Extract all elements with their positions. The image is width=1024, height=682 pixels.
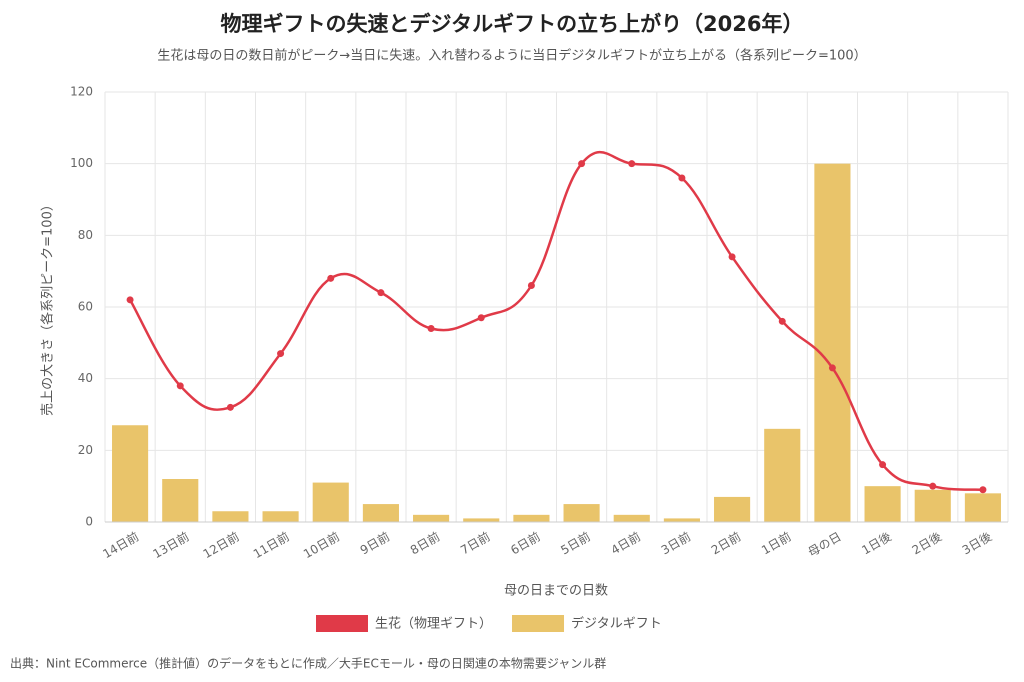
- line-point: [277, 350, 285, 358]
- y-tick-label: 60: [78, 300, 93, 314]
- x-tick-label: 12日前: [200, 529, 242, 562]
- bar: [864, 486, 901, 522]
- line-point: [628, 160, 636, 168]
- y-tick-label: 20: [78, 443, 93, 457]
- x-tick-label: 9日前: [357, 529, 392, 558]
- legend-label: 生花（物理ギフト）: [375, 616, 492, 632]
- y-tick-label: 80: [78, 228, 93, 242]
- line-point: [979, 486, 987, 494]
- chart-title: 物理ギフトの失速とデジタルギフトの立ち上がり（2026年）: [220, 12, 803, 36]
- x-tick-label: 2日後: [910, 530, 944, 558]
- x-tick-label: 7日前: [458, 529, 493, 558]
- line-point: [879, 461, 887, 469]
- x-axis-label: 母の日までの日数: [504, 584, 608, 599]
- x-tick-label: 13日前: [150, 529, 192, 562]
- legend-swatch: [316, 615, 368, 632]
- bar: [714, 496, 751, 522]
- bar: [814, 163, 851, 522]
- bar: [162, 479, 199, 522]
- x-tick-label: 10日前: [300, 529, 342, 562]
- line-point: [327, 274, 335, 282]
- x-tick-label: 3日前: [658, 529, 693, 558]
- bar: [463, 518, 500, 522]
- x-tick-label: 2日前: [708, 529, 743, 558]
- bar: [914, 489, 951, 522]
- x-tick-label: 1日後: [859, 530, 893, 558]
- x-tick-label: 6日前: [508, 529, 543, 558]
- bar: [413, 514, 450, 522]
- line-point: [126, 296, 134, 304]
- bar: [362, 504, 399, 522]
- line-point: [377, 289, 385, 297]
- line-point: [828, 364, 836, 372]
- y-tick-label: 0: [85, 515, 93, 529]
- bar: [764, 428, 801, 522]
- line-point: [226, 403, 234, 411]
- line-point: [678, 174, 686, 182]
- bar: [663, 518, 700, 522]
- bar: [312, 482, 349, 522]
- bar: [613, 514, 650, 522]
- x-tick-label: 3日後: [960, 530, 994, 558]
- legend-label: デジタルギフト: [571, 616, 662, 632]
- line-point: [728, 253, 736, 261]
- bar: [262, 511, 299, 522]
- y-tick-label: 40: [78, 371, 93, 385]
- line-point: [527, 282, 535, 289]
- line: [129, 150, 984, 491]
- line-point: [778, 317, 786, 325]
- y-tick-label: 120: [70, 85, 93, 99]
- x-tick-label: 8日前: [407, 529, 442, 558]
- x-tick-label: 4日前: [608, 529, 643, 558]
- y-tick-label: 100: [70, 156, 93, 170]
- source-note: 出典：Nint ECommerce（推計値）のデータをもとに作成／大手ECモール…: [10, 656, 606, 671]
- bar: [964, 493, 1001, 522]
- x-tick-label: 母の日: [805, 530, 843, 560]
- bar: [513, 514, 550, 522]
- legend-swatch: [512, 615, 565, 632]
- bar: [563, 504, 600, 522]
- bar: [212, 511, 249, 522]
- line-point: [578, 160, 586, 168]
- x-tick-label: 14日前: [100, 529, 142, 562]
- x-tick-label: 1日前: [759, 529, 794, 558]
- x-tick-label: 5日前: [558, 529, 593, 558]
- y-axis-label: 売上の大きさ（各系列ピーク=100）: [40, 198, 56, 416]
- line-point: [477, 314, 485, 322]
- chart-subtitle: 生花は母の日の数日前がピーク→当日に失速。入れ替わるように当日デジタルギフトが立…: [157, 48, 866, 64]
- line-point: [929, 482, 937, 490]
- bar: [112, 425, 149, 522]
- line-point: [176, 382, 184, 390]
- line-point: [427, 325, 435, 332]
- x-tick-label: 11日前: [250, 529, 292, 562]
